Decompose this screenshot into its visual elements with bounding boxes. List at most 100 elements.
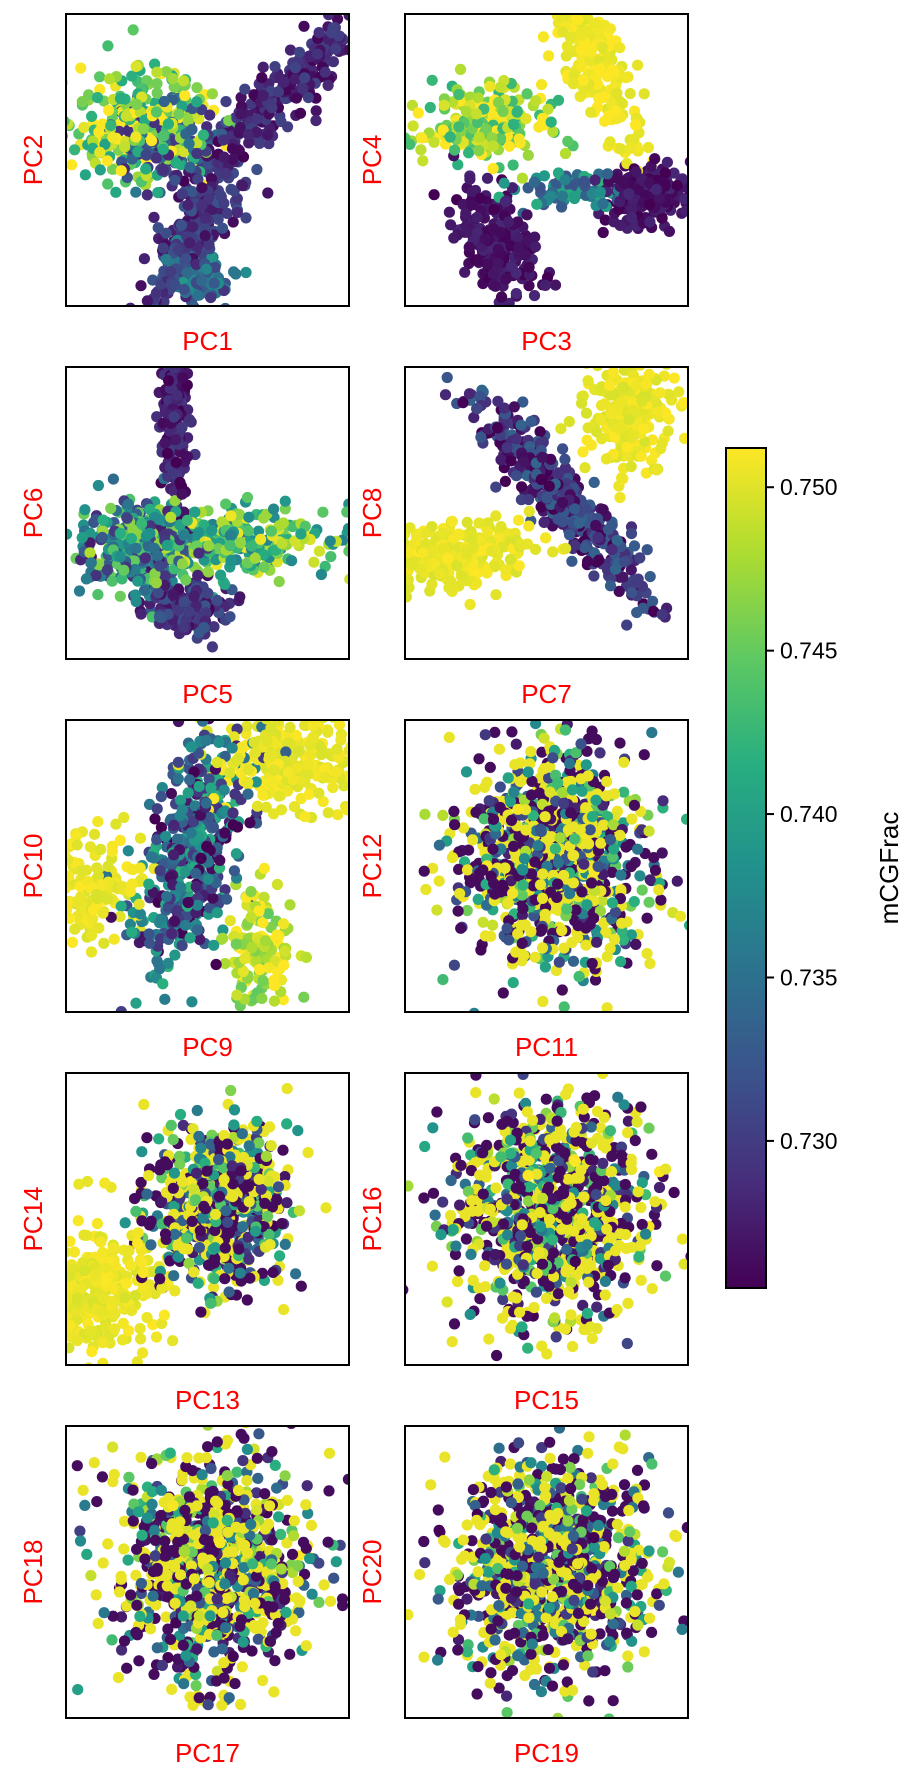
scatter-point (145, 851, 157, 863)
scatter-point (563, 529, 576, 541)
scatter-point (208, 621, 220, 633)
scatter-point (243, 137, 255, 149)
scatter-point (242, 525, 254, 537)
scatter-point (149, 511, 161, 524)
scatter-point (439, 389, 452, 401)
scatter-point (152, 587, 164, 599)
scatter-point (626, 203, 638, 215)
scatter-point (416, 132, 428, 144)
scatter-point (244, 817, 256, 829)
scatter-point (367, 560, 378, 571)
scatter-point (405, 574, 414, 586)
scatter-point (545, 190, 557, 202)
scatter-point (389, 571, 400, 582)
scatter-points (405, 0, 707, 306)
panel-frame (65, 366, 350, 660)
scatter-point (129, 589, 141, 601)
scatter-point (122, 845, 134, 857)
scatter-point (406, 99, 418, 111)
scatter-point (481, 567, 493, 579)
scatter-point (92, 589, 104, 601)
scatter-point (130, 131, 142, 143)
scatter-point (284, 44, 297, 56)
scatter-point (373, 779, 384, 790)
scatter-point (199, 230, 211, 242)
scatter-point (386, 2, 397, 13)
scatter-point (152, 222, 164, 234)
scatter-point (696, 187, 707, 198)
scatter-point (487, 162, 499, 175)
scatter-point (257, 90, 269, 102)
scatter-point (228, 266, 240, 278)
scatter-point (181, 910, 193, 922)
scatter-point (277, 517, 289, 529)
scatter-point (494, 226, 506, 238)
scatter-point (523, 493, 535, 506)
scatter-point (197, 129, 209, 141)
scatter-point (268, 503, 280, 515)
scatter-point (328, 720, 339, 723)
scatter-point (393, 556, 404, 567)
scatter-point (535, 501, 547, 513)
scatter-point (695, 187, 706, 198)
scatter-point (364, 562, 375, 573)
scatter-point (595, 399, 608, 411)
scatter-point (129, 563, 141, 576)
scatter-point (386, 8, 397, 19)
scatter-point (466, 533, 478, 545)
scatter-point (510, 288, 522, 300)
scatter-point (303, 788, 315, 800)
scatter-point (258, 561, 270, 573)
scatter-point (121, 512, 133, 524)
scatter-point (66, 528, 73, 540)
scatter-point (560, 542, 572, 555)
scatter-point (295, 528, 307, 540)
y-axis-label: PC8 (357, 488, 387, 539)
scatter-point (127, 524, 139, 536)
scatter-point (150, 287, 162, 299)
x-axis-label: PC7 (521, 679, 572, 709)
scatter-point (307, 720, 319, 732)
scatter-point (164, 266, 177, 278)
scatter-point (234, 537, 247, 549)
scatter-point (631, 606, 643, 619)
scatter-point (453, 121, 465, 133)
scatter-point (561, 40, 573, 53)
scatter-point (523, 261, 535, 273)
scatter-point (644, 571, 656, 583)
scatter-point (168, 411, 180, 423)
scatter-point (626, 587, 638, 599)
scatter-point (441, 371, 453, 384)
scatter-point (66, 936, 79, 949)
scatter-point (228, 731, 240, 743)
scatter-point (580, 0, 591, 8)
scatter-point (204, 109, 216, 121)
scatter-point (472, 255, 484, 267)
scatter-point (178, 596, 190, 608)
scatter-point (614, 42, 626, 54)
scatter-point (144, 307, 155, 318)
scatter-point (224, 540, 236, 552)
scatter-point (256, 674, 267, 685)
scatter-point (568, 69, 580, 81)
scatter-point (207, 892, 219, 904)
scatter-point (241, 491, 254, 504)
scatter-point (94, 164, 106, 176)
scatter-point (280, 746, 292, 758)
scatter-point (305, 749, 317, 762)
scatter-point (258, 862, 270, 875)
scatter-point (464, 173, 476, 185)
scatter-point (317, 506, 329, 518)
scatter-point (652, 406, 664, 418)
scatter-point (617, 347, 628, 358)
scatter-point (360, 743, 371, 754)
scatter-point (262, 129, 274, 141)
scatter-point (114, 93, 127, 105)
scatter-point (405, 546, 415, 558)
scatter-point (273, 576, 285, 588)
scatter-point (315, 749, 327, 761)
scatter-point (226, 143, 239, 155)
scatter-point (463, 147, 475, 159)
